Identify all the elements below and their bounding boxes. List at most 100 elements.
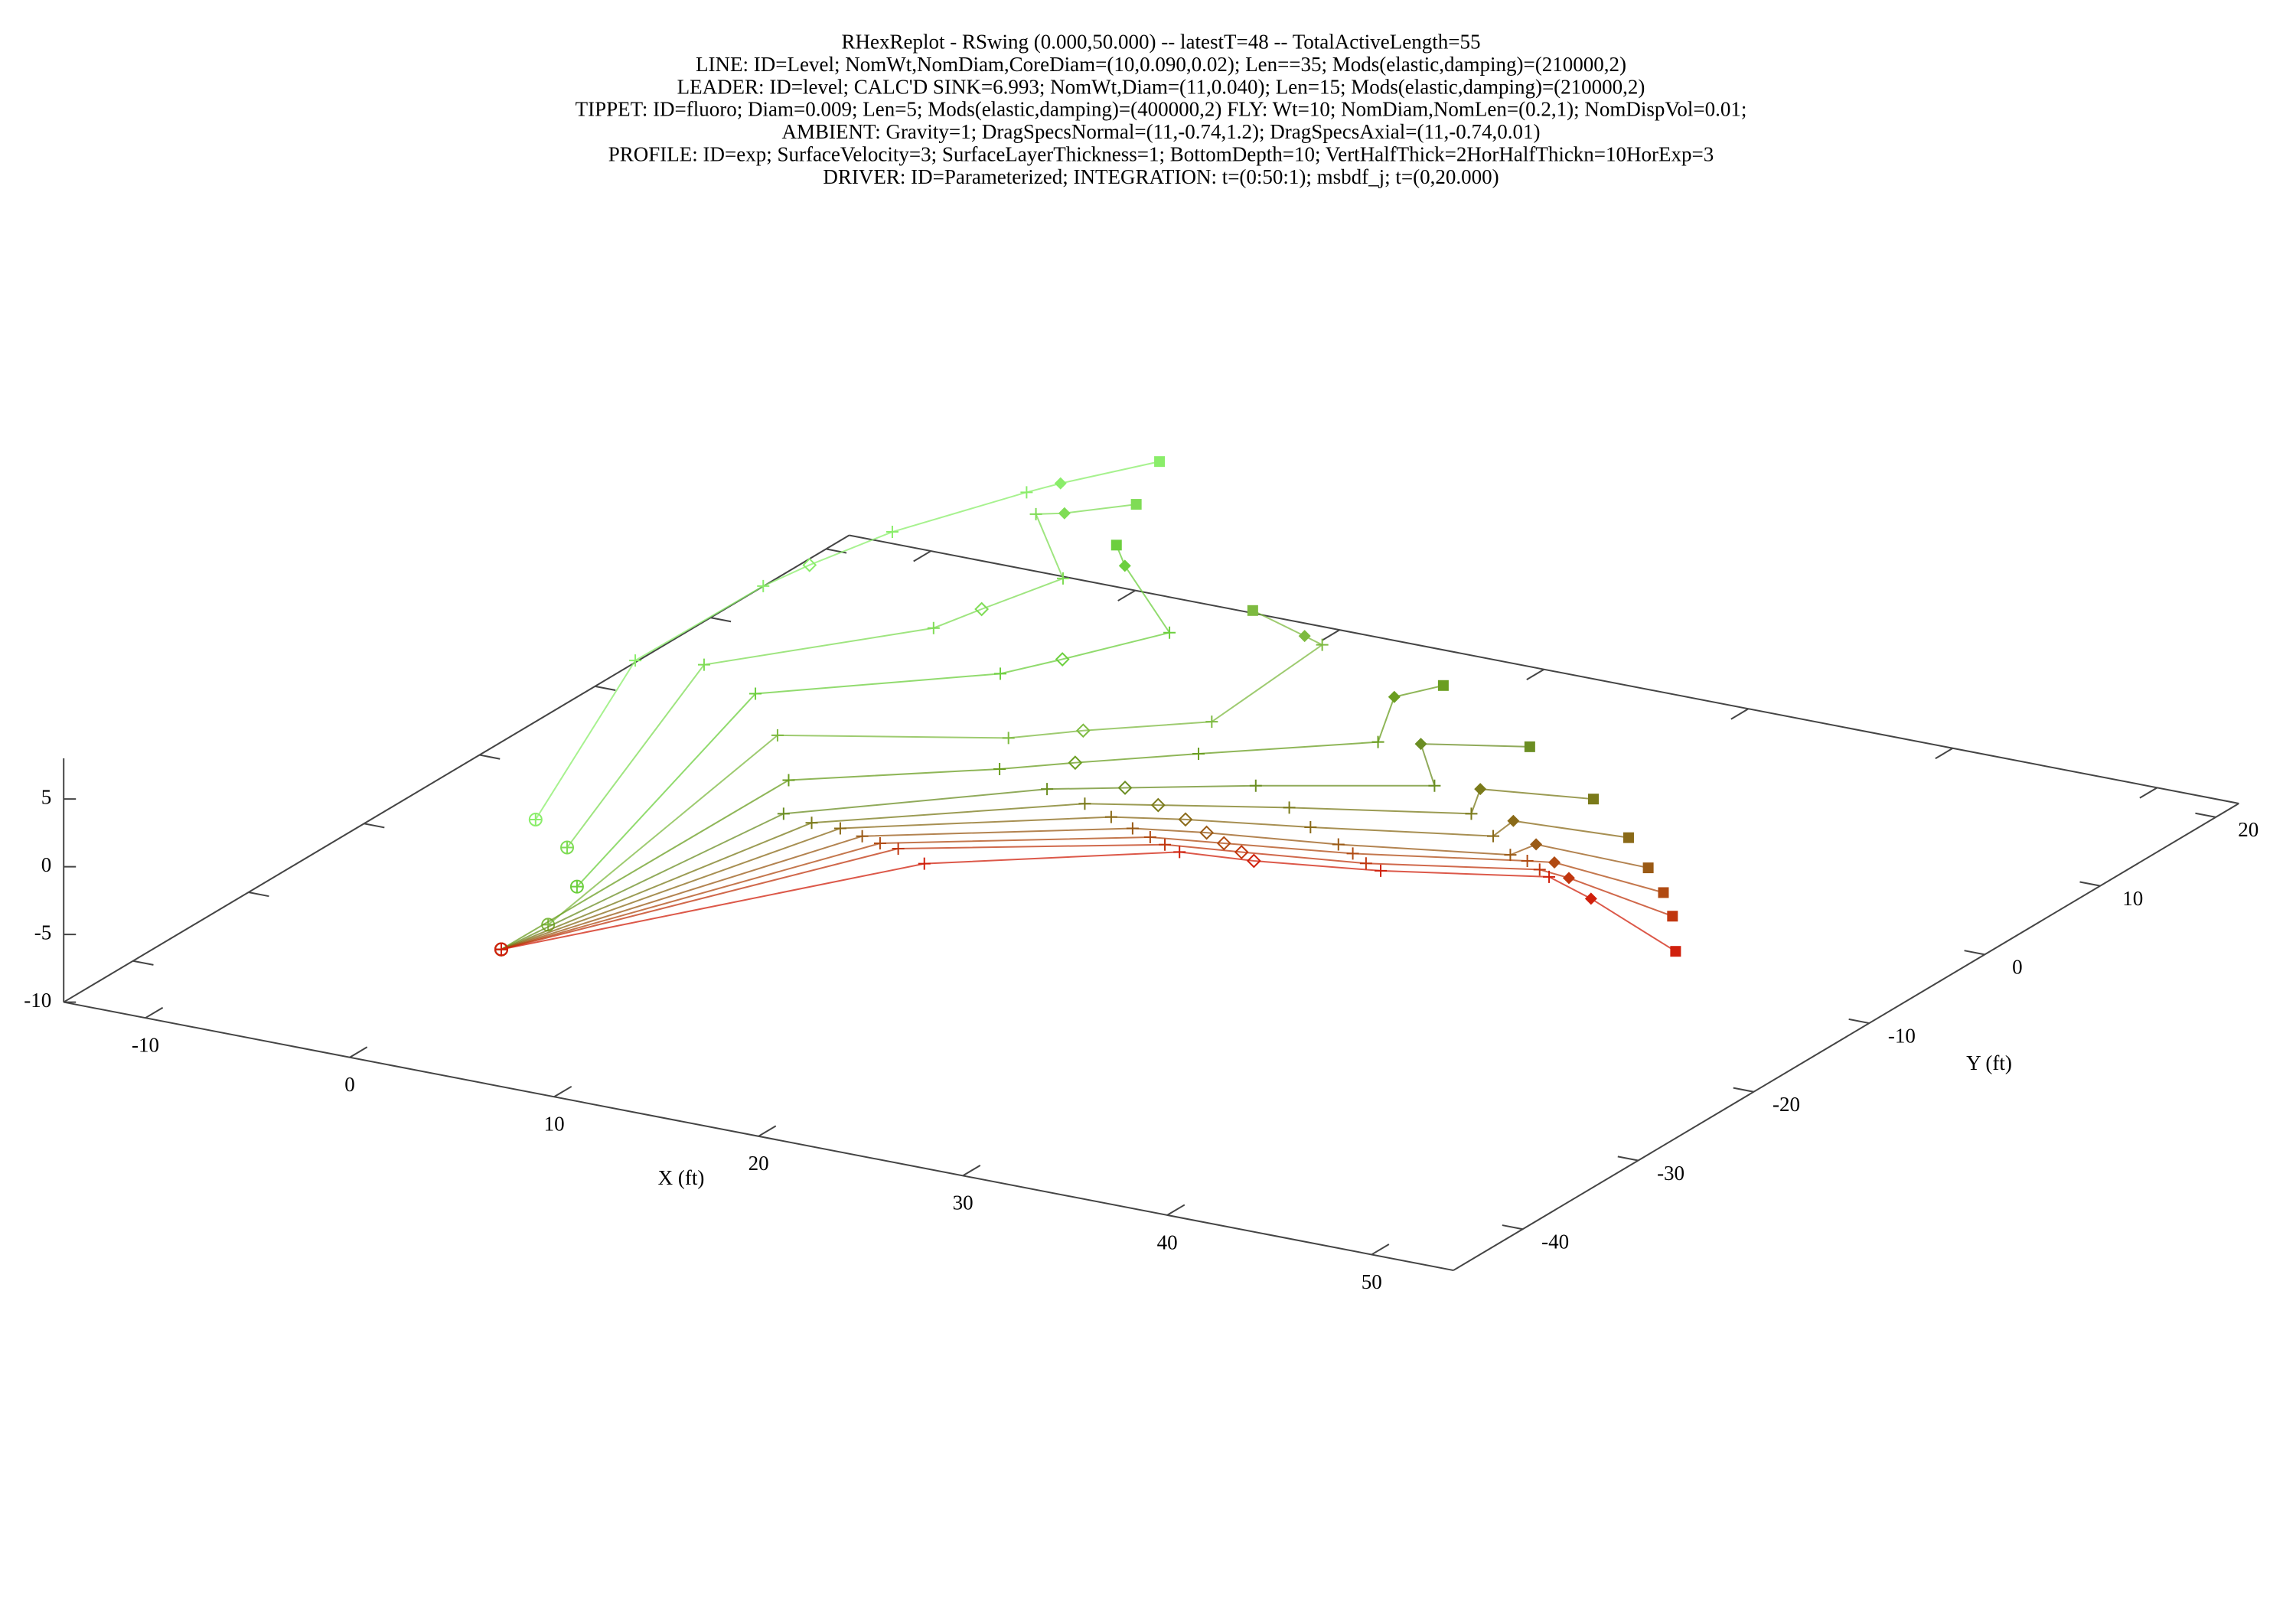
leader-marker [1068, 755, 1083, 771]
series-line [501, 684, 1444, 950]
leader-marker [802, 557, 817, 572]
rod-tip-marker [569, 879, 584, 894]
line-marker [1056, 572, 1069, 585]
fly-marker [1670, 946, 1681, 957]
line-marker [1173, 846, 1186, 859]
y-tick [1733, 1087, 1754, 1093]
x-tick [1322, 629, 1340, 641]
line-marker [1283, 801, 1296, 814]
fly-marker [1110, 539, 1122, 551]
x-tick [1526, 668, 1544, 681]
chart-title: RHexReplot - RSwing (0.000,50.000) -- la… [842, 30, 1481, 53]
fly-marker [1524, 741, 1535, 752]
fly-marker [1658, 887, 1669, 898]
fly-marker [1623, 832, 1634, 843]
fly-marker [1642, 862, 1654, 874]
line-marker [1192, 748, 1205, 761]
tippet-marker [1530, 838, 1543, 851]
y-tick [595, 685, 616, 691]
series-line [501, 851, 1676, 953]
x-tick [2139, 787, 2158, 799]
line-marker [927, 621, 940, 634]
line-marker [1428, 779, 1441, 792]
base-edge [849, 534, 2239, 804]
fly-marker [1154, 456, 1166, 468]
y-tick-label: -20 [1773, 1093, 1800, 1116]
x-tick [1117, 589, 1136, 601]
chart-title: AMBIENT: Gravity=1; DragSpecsNormal=(11,… [782, 120, 1541, 143]
y-tick [364, 823, 385, 829]
rod-tip-marker [528, 813, 543, 826]
fly-marker [1247, 605, 1258, 616]
line-marker [1533, 863, 1546, 876]
line-marker [833, 822, 846, 835]
line-marker [1465, 807, 1478, 820]
line-marker [994, 667, 1007, 680]
y-tick [710, 617, 732, 623]
y-tick-label: -10 [1888, 1024, 1916, 1047]
line-marker [1375, 864, 1388, 877]
series-line [501, 843, 1673, 950]
line-marker [1371, 735, 1384, 748]
x-tick [1166, 1204, 1186, 1216]
x-tick [962, 1165, 981, 1177]
y-tick-label: -30 [1657, 1162, 1684, 1185]
x-tick [349, 1046, 368, 1058]
x-tick [1730, 708, 1749, 720]
line-marker [1002, 732, 1015, 745]
chart-title: LINE: ID=Level; NomWt,NomDiam,CoreDiam=(… [696, 53, 1626, 76]
x-tick-label: 50 [1362, 1270, 1382, 1293]
y-tick [2079, 881, 2101, 887]
line-marker [1316, 638, 1329, 651]
series-line [501, 816, 1629, 950]
leader-marker [1234, 845, 1249, 859]
line-marker [1521, 854, 1534, 867]
x-tick-label: 30 [953, 1191, 974, 1214]
y-tick [1848, 1018, 1870, 1025]
y-tick [1964, 950, 1985, 956]
fly-marker [1130, 499, 1142, 510]
rod-tip-marker [494, 942, 508, 957]
line-marker [1249, 779, 1262, 792]
line-marker [1078, 797, 1091, 810]
tippet-marker [1474, 783, 1487, 796]
tippet-marker [1058, 507, 1071, 520]
line-marker [757, 579, 770, 592]
line-marker [782, 774, 795, 787]
z-tick-label: 0 [41, 853, 52, 876]
y-tick [479, 754, 501, 760]
z-tick-label: -10 [24, 989, 51, 1012]
y-axis-label: Y (ft) [1966, 1051, 2012, 1074]
leader-marker [1199, 825, 1215, 840]
line-marker [1205, 715, 1218, 729]
y-tick-label: -40 [1541, 1231, 1569, 1253]
tippet-marker [1298, 630, 1311, 643]
chart-title: LEADER: ID=level; CALC'D SINK=6.993; Nom… [677, 75, 1645, 98]
line-marker [1143, 831, 1156, 844]
line-marker [1126, 822, 1139, 835]
line-marker [856, 830, 869, 843]
series-line [547, 609, 1324, 926]
tippet-marker [1118, 559, 1131, 572]
tippet-marker [1388, 690, 1401, 703]
fly-marker [1437, 680, 1449, 691]
x-tick [758, 1125, 777, 1137]
line-marker [1332, 838, 1345, 851]
rod-tip-marker [560, 840, 575, 855]
tippet-marker [1584, 892, 1597, 905]
series-line [534, 461, 1160, 820]
line-marker [1543, 870, 1556, 883]
x-tick [553, 1085, 572, 1098]
x-tick-label: 40 [1157, 1231, 1178, 1253]
x-tick [1371, 1244, 1390, 1256]
line-marker [805, 817, 818, 830]
line-marker [1504, 849, 1517, 862]
line-marker [777, 807, 790, 820]
z-tick-label: -5 [34, 921, 52, 944]
line-marker [918, 857, 931, 870]
line-marker [993, 762, 1006, 775]
line-marker [885, 526, 899, 539]
y-tick [132, 960, 154, 966]
line-marker [873, 836, 886, 849]
fly-marker [1667, 911, 1678, 922]
